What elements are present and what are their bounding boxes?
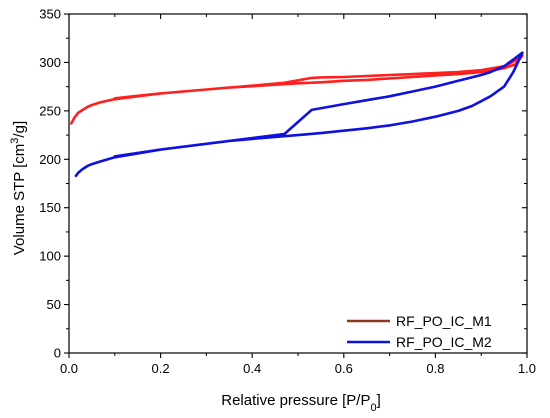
ticks-layer: 0.0 0.2 0.4 0.6 0.8 1.0 0 50 100 150 200 250 300 350 (39, 7, 536, 377)
series-line-rf-po-ic-m1 (70, 54, 524, 125)
legend-label-rf-po-ic-m1: RF_PO_IC_M1 (396, 313, 492, 329)
y-axis-label: Volume STP [cm3/g] (9, 121, 28, 255)
y-tick-label: 350 (39, 7, 61, 22)
y-tick-label: 0 (54, 346, 61, 361)
x-axis-label: Relative pressure [P/P0] (221, 392, 381, 414)
y-tick-label: 200 (39, 152, 61, 167)
y-tick-label: 250 (39, 103, 61, 118)
x-tick-label: 1.0 (518, 361, 536, 376)
series-layer (70, 51, 524, 178)
legend: RF_PO_IC_M1 RF_PO_IC_M2 (338, 311, 524, 350)
legend-label-rf-po-ic-m2: RF_PO_IC_M2 (396, 334, 492, 350)
x-tick-label: 0.4 (243, 361, 261, 376)
y-tick-label: 100 (39, 249, 61, 264)
series-line-rf-po-ic-m2 (74, 51, 524, 178)
y-tick-label: 150 (39, 200, 61, 215)
plot-frame (68, 13, 528, 354)
y-tick-label: 300 (39, 55, 61, 70)
axes-layer (68, 13, 528, 354)
x-tick-label: 0.8 (426, 361, 444, 376)
x-tick-label: 0.0 (60, 361, 78, 376)
x-tick-label: 0.6 (335, 361, 353, 376)
y-tick-label: 50 (47, 297, 61, 312)
x-tick-label: 0.2 (152, 361, 170, 376)
